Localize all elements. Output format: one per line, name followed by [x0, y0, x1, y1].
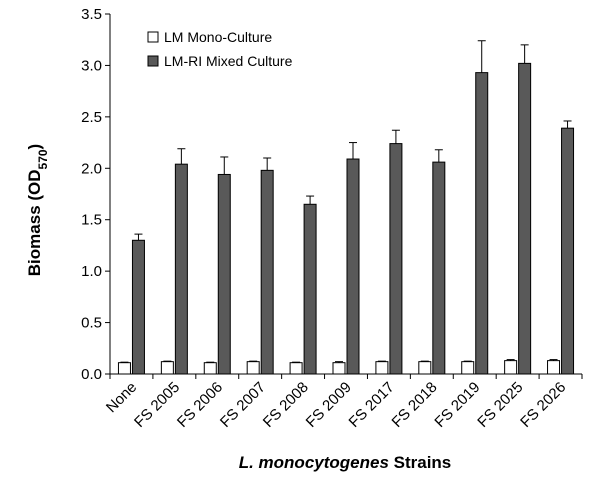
bar-mixed-culture	[303, 203, 317, 375]
x-tick-label: FS 2025	[474, 379, 526, 431]
y-tick-label: 2.0	[81, 160, 102, 177]
y-tick-label: 1.5	[81, 212, 102, 229]
x-tick-label: FS 2026	[517, 379, 569, 431]
bar-mixed-culture	[518, 62, 532, 375]
y-axis-ticks: 0.0 0.5 1.0 1.5 2.0 2.5 3.0 3.5	[81, 6, 110, 383]
x-tick-label: FS 2008	[260, 379, 312, 431]
legend-label-mixed: LM-RI Mixed Culture	[164, 53, 293, 69]
y-tick-label: 3.5	[81, 6, 102, 23]
x-tick-label: FS 2017	[346, 379, 398, 431]
legend: LM Mono-Culture LM-RI Mixed Culture	[147, 29, 293, 69]
x-tick-label: FS 2005	[131, 379, 183, 431]
y-tick-label: 0.0	[81, 366, 102, 383]
x-tick-label: FS 2006	[174, 379, 226, 431]
bar-mixed-culture	[217, 173, 231, 375]
bar-mixed-culture	[389, 143, 403, 375]
bar-mono-culture	[461, 361, 475, 375]
y-axis-title-main: Biomass (OD	[25, 169, 44, 276]
bar-mono-culture	[504, 360, 518, 375]
bar-mono-culture	[117, 362, 131, 375]
bar-mixed-culture	[561, 127, 575, 375]
legend-swatch-mono	[147, 31, 159, 43]
y-tick-label: 0.5	[81, 315, 102, 332]
bar-mono-culture	[418, 361, 432, 375]
bar-mixed-culture	[346, 158, 360, 375]
bar-mono-culture	[246, 361, 260, 375]
bar-mixed-culture	[174, 163, 188, 375]
bar-mono-culture	[160, 361, 174, 375]
bar-mixed-culture	[260, 169, 274, 375]
y-axis-title-close: )	[25, 144, 44, 150]
x-tick-label: FS 2018	[389, 379, 441, 431]
x-tick-label: None	[103, 379, 140, 416]
y-tick-label: 3.0	[81, 57, 102, 74]
bar-mono-culture	[332, 362, 346, 375]
plot-area	[109, 14, 582, 375]
y-tick-label: 2.5	[81, 109, 102, 126]
legend-label-mono: LM Mono-Culture	[164, 29, 272, 45]
bar-mono-culture	[375, 361, 389, 375]
bar-mono-culture	[547, 360, 561, 375]
x-axis-title-italic: L. monocytogenes	[239, 453, 389, 472]
x-axis-title-rest: Strains	[389, 453, 451, 472]
x-tick-label: FS 2007	[217, 379, 269, 431]
x-tick-label: FS 2019	[431, 379, 483, 431]
bar-mono-culture	[289, 362, 303, 375]
bar-mixed-culture	[475, 72, 489, 375]
legend-swatch-mixed	[147, 55, 159, 67]
y-tick-label: 1.0	[81, 263, 102, 280]
x-tick-label: FS 2009	[303, 379, 355, 431]
bar-mixed-culture	[432, 161, 446, 375]
y-axis-title: Biomass (OD570)	[25, 144, 50, 276]
y-axis-title-sub: 570	[36, 149, 50, 169]
bar-mono-culture	[203, 362, 217, 375]
bar-mixed-culture	[131, 239, 145, 375]
x-axis-title: L. monocytogenes Strains	[239, 453, 452, 472]
